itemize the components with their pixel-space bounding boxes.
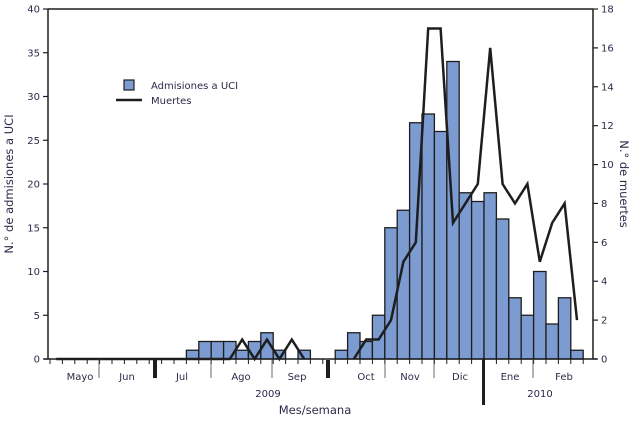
- bar: [384, 227, 398, 360]
- bar: [334, 349, 349, 360]
- axis-break-mark: [153, 360, 157, 378]
- y-axis-title: N.° de admisiones a UCI: [2, 114, 16, 253]
- legend-line-label: Muertes: [151, 96, 192, 107]
- bar: [520, 314, 535, 360]
- y-tick-label: 20: [27, 180, 40, 191]
- deaths-line: [352, 27, 579, 360]
- y-tick-label: 40: [27, 5, 40, 16]
- y2-tick-label: 18: [601, 5, 614, 16]
- bar: [185, 349, 200, 360]
- y2-tick-label: 6: [601, 238, 607, 249]
- axis-break-mark: [326, 360, 330, 378]
- bar: [433, 130, 448, 360]
- y2-tick-label: 4: [601, 277, 607, 288]
- year-label: 2010: [527, 389, 552, 400]
- month-label: Oct: [357, 372, 374, 383]
- bar: [557, 297, 572, 360]
- bar: [532, 270, 547, 360]
- month-label: Mayo: [67, 372, 94, 383]
- month-label: Dic: [452, 372, 468, 383]
- bar: [458, 192, 473, 360]
- x-axis-title: Mes/semana: [279, 403, 352, 417]
- bar: [508, 297, 522, 360]
- axes: 0 5 10 15 20 25 30 35 40 0 2 4 6 8 10 12 14 16 18 Mayo Jun Ju…: [27, 5, 614, 405]
- month-label: Nov: [400, 372, 420, 383]
- bar: [371, 314, 386, 360]
- bar: [483, 192, 498, 360]
- month-label: Jul: [175, 372, 188, 383]
- y-tick-label: 0: [34, 355, 40, 366]
- y2-axis-title: N.° de muertes: [617, 140, 631, 228]
- bar: [346, 332, 361, 360]
- legend-bar-swatch: [123, 79, 135, 91]
- year-label: 2009: [255, 389, 280, 400]
- month-label: Ago: [231, 372, 250, 383]
- y-tick-label: 5: [34, 311, 40, 322]
- y-tick-label: 15: [27, 223, 40, 234]
- bar: [570, 349, 584, 360]
- bar: [210, 340, 225, 360]
- month-label: Jun: [118, 372, 135, 383]
- y2-tick-label: 2: [601, 316, 607, 327]
- y2-tick-label: 0: [601, 355, 607, 366]
- legend-bar-label: Admisiones a UCI: [151, 81, 238, 92]
- legend: Admisiones a UCI Muertes: [116, 79, 238, 107]
- month-label: Sep: [288, 372, 307, 383]
- y-tick-label: 35: [27, 48, 40, 59]
- y2-tick-label: 10: [601, 160, 614, 171]
- bar: [198, 340, 212, 360]
- bar: [545, 323, 560, 360]
- y-tick-label: 30: [27, 92, 40, 103]
- y2-tick-label: 16: [601, 43, 614, 54]
- bars: [185, 60, 584, 360]
- y-tick-label: 10: [27, 267, 40, 278]
- bar: [421, 113, 436, 360]
- y2-tick-label: 8: [601, 199, 607, 210]
- bar: [235, 349, 250, 360]
- y-tick-label: 25: [27, 136, 40, 147]
- year-separator: [482, 359, 485, 405]
- month-label: Ene: [501, 372, 520, 383]
- month-label: Feb: [555, 372, 573, 383]
- bar: [470, 200, 485, 360]
- bar: [495, 218, 510, 360]
- y2-tick-label: 14: [601, 82, 614, 93]
- y2-tick-label: 12: [601, 121, 614, 132]
